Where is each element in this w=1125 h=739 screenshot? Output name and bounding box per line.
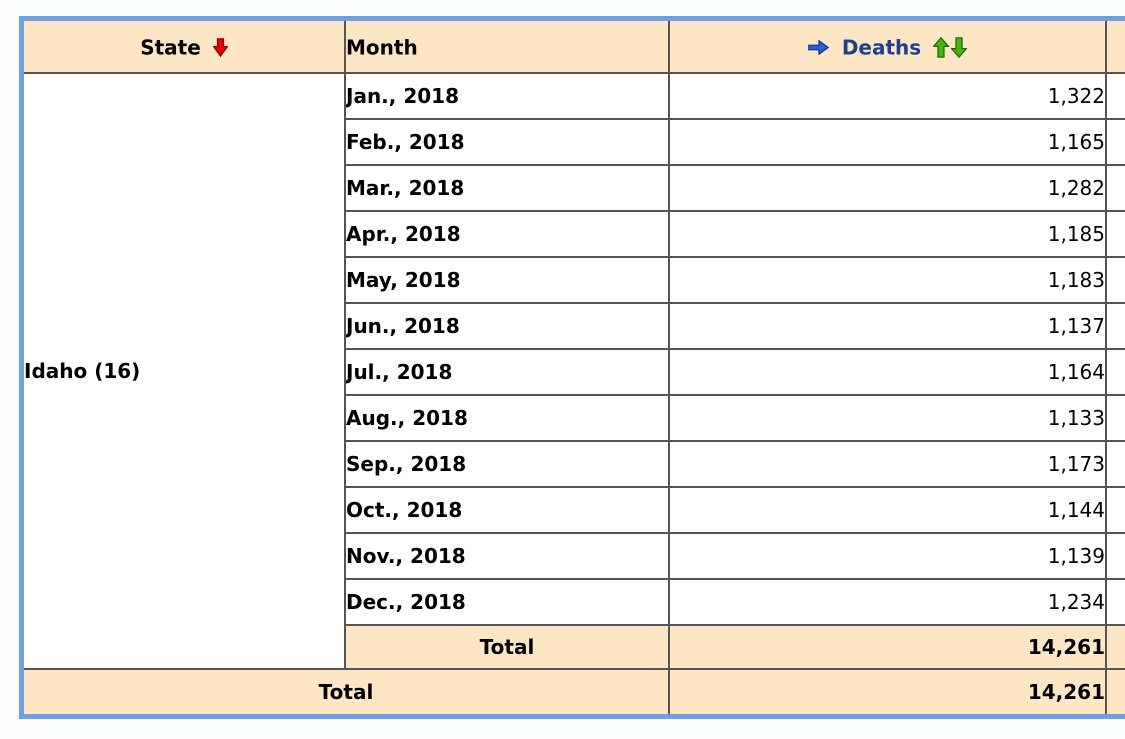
deaths-cell: 1,185 bbox=[668, 210, 1107, 258]
table-row: Mar., 2018 1,282 bbox=[24, 164, 1125, 212]
state-total-deaths-cell: 14,261 bbox=[668, 624, 1107, 670]
column-header-extra bbox=[1105, 21, 1125, 74]
month-cell: Sep., 2018 bbox=[345, 440, 670, 488]
deaths-cell: 1,144 bbox=[668, 486, 1107, 534]
state-cell: Idaho (16) bbox=[24, 72, 346, 670]
deaths-cell: 1,165 bbox=[668, 118, 1107, 166]
month-cell: Apr., 2018 bbox=[345, 210, 670, 258]
month-cell: Jun., 2018 bbox=[345, 302, 670, 350]
extra-cell bbox=[1105, 302, 1125, 350]
header-row: State Month Deaths bbox=[24, 21, 1125, 74]
month-cell: Mar., 2018 bbox=[345, 164, 670, 212]
sort-descending-red-arrow-icon[interactable] bbox=[212, 37, 229, 57]
extra-cell bbox=[1105, 532, 1125, 580]
table-row: Apr., 2018 1,185 bbox=[24, 210, 1125, 258]
table-row: Idaho (16) Jan., 2018 1,322 bbox=[24, 72, 1125, 670]
extra-cell bbox=[1105, 72, 1125, 120]
extra-cell bbox=[1105, 668, 1125, 714]
month-header-label: Month bbox=[346, 35, 418, 60]
month-cell: Feb., 2018 bbox=[345, 118, 670, 166]
extra-cell bbox=[1105, 486, 1125, 534]
table-row: Jul., 2018 1,164 bbox=[24, 348, 1125, 396]
deaths-cell: 1,234 bbox=[668, 578, 1107, 626]
column-header-month: Month bbox=[344, 21, 670, 74]
table-row: Feb., 2018 1,165 bbox=[24, 118, 1125, 166]
extra-cell bbox=[1105, 348, 1125, 396]
deaths-cell: 1,183 bbox=[668, 256, 1107, 304]
sort-descending-green-arrow-icon[interactable] bbox=[950, 36, 968, 58]
extra-cell bbox=[1105, 394, 1125, 442]
deaths-cell: 1,173 bbox=[668, 440, 1107, 488]
extra-cell bbox=[1105, 440, 1125, 488]
table-row: Dec., 2018 1,234 bbox=[24, 578, 1125, 626]
month-cell: Jan., 2018 bbox=[344, 72, 670, 120]
table-row: Oct., 2018 1,144 bbox=[24, 486, 1125, 534]
column-header-deaths: Deaths bbox=[668, 21, 1107, 74]
results-table-frame: State Month Deaths Idaho (16) Jan., 2018… bbox=[19, 16, 1125, 719]
deaths-by-month-table: State Month Deaths Idaho (16) Jan., 2018… bbox=[24, 21, 1125, 714]
grand-total-row: Total 14,261 bbox=[24, 668, 1125, 714]
column-header-state: State bbox=[24, 21, 346, 74]
state-total-label-cell: Total bbox=[345, 624, 670, 670]
extra-cell bbox=[1105, 578, 1125, 626]
deaths-cell: 1,282 bbox=[668, 164, 1107, 212]
month-cell: May, 2018 bbox=[345, 256, 670, 304]
extra-cell bbox=[1105, 164, 1125, 212]
deaths-cell: 1,139 bbox=[668, 532, 1107, 580]
month-cell: Nov., 2018 bbox=[345, 532, 670, 580]
month-cell: Jul., 2018 bbox=[345, 348, 670, 396]
table-row: Nov., 2018 1,139 bbox=[24, 532, 1125, 580]
extra-cell bbox=[1105, 210, 1125, 258]
extra-cell bbox=[1105, 118, 1125, 166]
deaths-cell: 1,137 bbox=[668, 302, 1107, 350]
deaths-cell: 1,322 bbox=[668, 72, 1107, 120]
state-total-row: Total 14,261 bbox=[24, 624, 1125, 670]
deaths-header-label: Deaths bbox=[841, 35, 922, 60]
extra-cell bbox=[1105, 256, 1125, 304]
grand-total-label-cell: Total bbox=[24, 668, 670, 714]
table-row: Sep., 2018 1,173 bbox=[24, 440, 1125, 488]
deaths-cell: 1,164 bbox=[668, 348, 1107, 396]
active-measure-blue-right-arrow-icon bbox=[808, 39, 830, 56]
sort-ascending-green-arrow-icon[interactable] bbox=[932, 36, 950, 58]
table-row: Jun., 2018 1,137 bbox=[24, 302, 1125, 350]
month-cell: Aug., 2018 bbox=[345, 394, 670, 442]
table-row: Aug., 2018 1,133 bbox=[24, 394, 1125, 442]
extra-cell bbox=[1105, 624, 1125, 670]
grand-total-deaths-cell: 14,261 bbox=[668, 668, 1107, 714]
month-cell: Dec., 2018 bbox=[345, 578, 670, 626]
deaths-cell: 1,133 bbox=[668, 394, 1107, 442]
month-cell: Oct., 2018 bbox=[345, 486, 670, 534]
state-header-label: State bbox=[140, 35, 201, 60]
table-row: May, 2018 1,183 bbox=[24, 256, 1125, 304]
